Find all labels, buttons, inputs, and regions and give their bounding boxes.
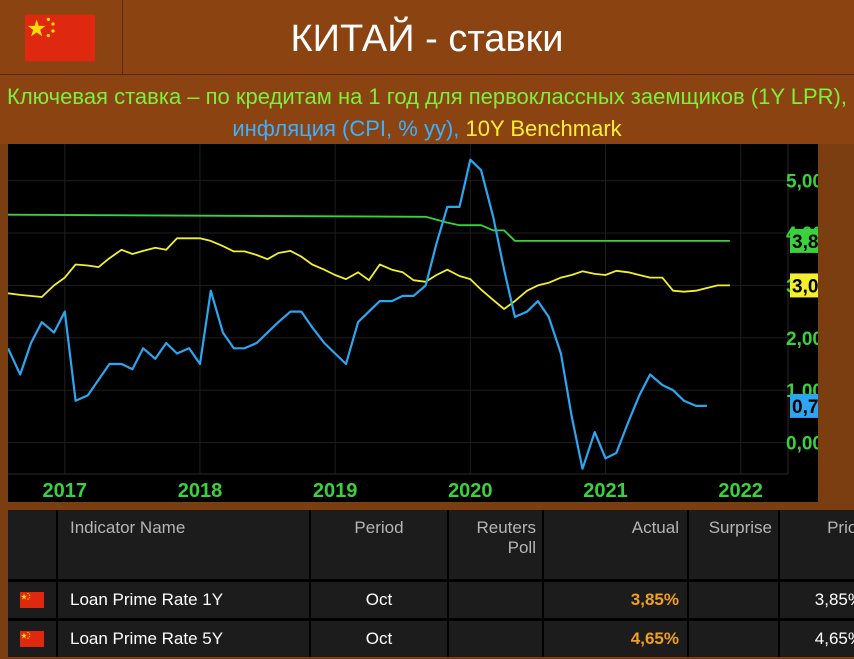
subtitle-bond: 10Y Benchmark bbox=[465, 116, 622, 141]
table-header-row: Indicator Name Period Reuters Poll Actua… bbox=[8, 510, 854, 581]
x-tick-label: 2020 bbox=[448, 480, 493, 502]
page-title: КИТАЙ - ставки bbox=[290, 18, 564, 60]
row-reuters-poll bbox=[448, 579, 544, 620]
header: КИТАЙ - ставки bbox=[0, 0, 854, 74]
flag-box bbox=[0, 0, 123, 74]
x-tick-label: 2022 bbox=[718, 480, 763, 502]
x-tick-label: 2021 bbox=[583, 480, 628, 502]
row-prior: 4,65% bbox=[779, 618, 854, 657]
table-row[interactable]: Loan Prime Rate 5Y Oct 4,65% 4,65% bbox=[8, 618, 854, 657]
end-value-badge bbox=[790, 393, 818, 418]
end-value-label: 3,00 bbox=[792, 276, 818, 297]
series-line-lpr bbox=[8, 213, 730, 242]
row-actual: 4,65% bbox=[543, 618, 689, 657]
chart-canvas: 0,001,002,003,004,005,002017201820192020… bbox=[8, 144, 818, 502]
row-indicator-name: Loan Prime Rate 1Y bbox=[57, 579, 311, 620]
rates-chart: 0,001,002,003,004,005,002017201820192020… bbox=[8, 144, 818, 502]
y-tick-label: 2,00 bbox=[786, 329, 818, 350]
end-value-badge bbox=[790, 228, 818, 253]
y-tick-label: 5,00 bbox=[786, 172, 818, 193]
row-indicator-name: Loan Prime Rate 5Y bbox=[57, 618, 311, 657]
subtitle-lpr: Ключевая ставка – по кредитам на 1 год д… bbox=[7, 84, 847, 109]
x-tick-label: 2017 bbox=[43, 480, 88, 502]
subtitle: Ключевая ставка – по кредитам на 1 год д… bbox=[0, 74, 854, 144]
header-actual[interactable]: Actual bbox=[543, 510, 689, 581]
header-prior[interactable]: Prior bbox=[779, 510, 854, 581]
header-indicator-name[interactable]: Indicator Name bbox=[57, 510, 311, 581]
indicator-table: Indicator Name Period Reuters Poll Actua… bbox=[8, 510, 854, 657]
end-value-label: 3,85 bbox=[792, 232, 818, 253]
china-flag-icon bbox=[20, 631, 44, 647]
row-actual: 3,85% bbox=[543, 579, 689, 620]
header-flag-cell bbox=[8, 510, 58, 581]
china-flag-icon bbox=[20, 592, 44, 608]
row-reuters-poll bbox=[448, 618, 544, 657]
x-tick-label: 2019 bbox=[313, 480, 358, 502]
end-value-badge bbox=[790, 273, 818, 298]
row-surprise bbox=[688, 579, 780, 620]
row-prior: 3,85% bbox=[779, 579, 854, 620]
header-surprise[interactable]: Surprise bbox=[688, 510, 780, 581]
header-period[interactable]: Period bbox=[310, 510, 449, 581]
end-value-label: 0,70 bbox=[792, 397, 818, 418]
china-flag-icon bbox=[25, 14, 95, 62]
x-tick-label: 2018 bbox=[178, 480, 223, 502]
header-reuters-poll[interactable]: Reuters Poll bbox=[448, 510, 544, 581]
row-period: Oct bbox=[310, 618, 449, 657]
row-surprise bbox=[688, 618, 780, 657]
row-period: Oct bbox=[310, 579, 449, 620]
series-line-cpi bbox=[8, 158, 707, 470]
series-line-bond bbox=[8, 237, 730, 310]
subtitle-cpi: инфляция (CPI, % yy), bbox=[232, 116, 460, 141]
table-row[interactable]: Loan Prime Rate 1Y Oct 3,85% 3,85% bbox=[8, 579, 854, 620]
row-flag-cell bbox=[8, 618, 58, 657]
row-flag-cell bbox=[8, 579, 58, 620]
y-tick-label: 0,00 bbox=[786, 434, 818, 455]
